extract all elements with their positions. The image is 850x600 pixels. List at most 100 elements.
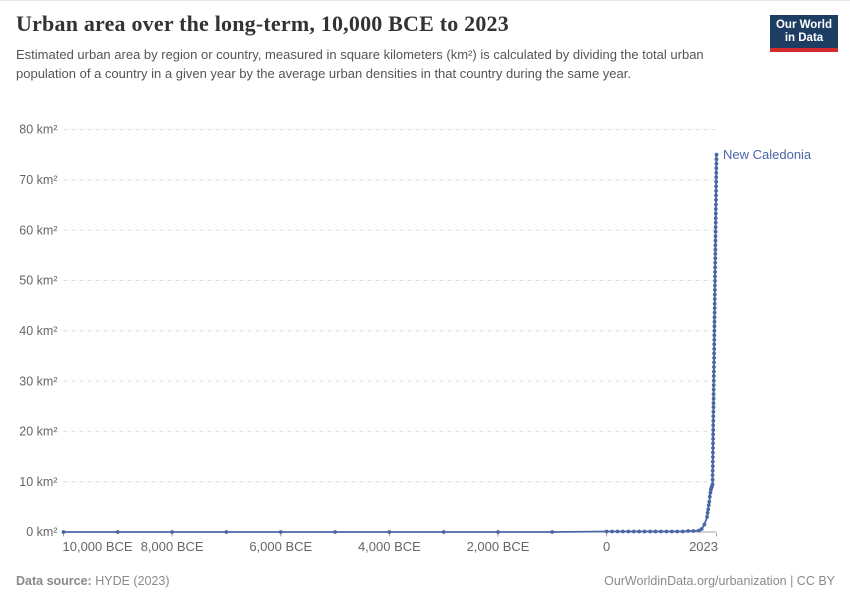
data-point[interactable]	[637, 529, 642, 534]
data-point[interactable]	[714, 202, 718, 207]
data-point[interactable]	[710, 459, 715, 464]
data-point[interactable]	[711, 423, 716, 428]
data-point[interactable]	[170, 530, 175, 534]
footer-link[interactable]: OurWorldinData.org/urbanization | CC BY	[604, 574, 835, 588]
data-point[interactable]	[711, 418, 716, 423]
data-point[interactable]	[714, 184, 718, 189]
data-point[interactable]	[712, 337, 717, 342]
data-point[interactable]	[708, 490, 713, 495]
data-point[interactable]	[713, 220, 718, 225]
data-point[interactable]	[441, 530, 446, 534]
data-point[interactable]	[713, 251, 718, 256]
data-point[interactable]	[615, 529, 620, 534]
data-point[interactable]	[714, 193, 718, 198]
data-point[interactable]	[648, 529, 652, 534]
data-point[interactable]	[712, 365, 716, 369]
data-point[interactable]	[711, 409, 716, 414]
data-point[interactable]	[278, 530, 283, 534]
data-point[interactable]	[653, 529, 658, 534]
data-point[interactable]	[712, 328, 717, 333]
data-point[interactable]	[61, 530, 66, 534]
data-point[interactable]	[710, 477, 715, 482]
data-point[interactable]	[621, 529, 625, 534]
data-point[interactable]	[680, 529, 685, 534]
data-point[interactable]	[706, 507, 711, 512]
data-point[interactable]	[712, 333, 717, 338]
data-point[interactable]	[711, 446, 715, 450]
data-point[interactable]	[702, 522, 707, 527]
data-point[interactable]	[713, 283, 717, 288]
data-line-new-caledonia[interactable]	[62, 153, 718, 533]
data-point[interactable]	[659, 529, 663, 534]
data-point[interactable]	[713, 274, 717, 279]
data-point[interactable]	[712, 324, 717, 329]
data-point[interactable]	[713, 238, 718, 243]
data-point[interactable]	[713, 265, 717, 270]
data-point[interactable]	[705, 515, 709, 519]
data-point[interactable]	[714, 189, 718, 193]
data-point[interactable]	[712, 356, 716, 360]
data-point[interactable]	[224, 530, 229, 534]
data-point[interactable]	[711, 378, 716, 383]
data-point[interactable]	[626, 529, 631, 534]
data-point[interactable]	[711, 441, 715, 446]
data-point[interactable]	[713, 256, 718, 261]
data-point[interactable]	[711, 392, 716, 396]
data-point[interactable]	[711, 405, 716, 410]
data-point[interactable]	[711, 374, 716, 378]
data-point[interactable]	[713, 247, 718, 252]
data-point[interactable]	[610, 529, 614, 534]
data-point[interactable]	[713, 211, 718, 216]
data-point[interactable]	[712, 301, 717, 306]
data-point[interactable]	[714, 170, 719, 175]
data-point[interactable]	[712, 342, 717, 347]
data-point[interactable]	[711, 383, 716, 387]
data-point[interactable]	[710, 473, 715, 477]
data-point[interactable]	[496, 530, 500, 534]
data-point[interactable]	[714, 175, 719, 180]
data-point[interactable]	[333, 530, 337, 534]
data-point[interactable]	[713, 207, 718, 211]
data-point[interactable]	[115, 530, 120, 534]
data-point[interactable]	[713, 279, 717, 283]
data-point[interactable]	[713, 225, 718, 230]
data-point[interactable]	[713, 234, 718, 239]
data-point[interactable]	[712, 347, 717, 351]
data-point[interactable]	[712, 319, 717, 324]
series-end-label[interactable]: New Caledonia	[723, 147, 812, 162]
data-point[interactable]	[664, 529, 669, 534]
data-point[interactable]	[387, 530, 392, 534]
data-point[interactable]	[712, 310, 717, 315]
data-point[interactable]	[712, 369, 716, 374]
owid-logo[interactable]: Our World in Data	[770, 15, 838, 52]
data-point[interactable]	[713, 270, 717, 274]
data-point[interactable]	[714, 179, 719, 184]
data-point[interactable]	[550, 530, 555, 534]
data-point[interactable]	[712, 360, 716, 365]
data-point[interactable]	[711, 432, 715, 437]
data-point[interactable]	[713, 260, 718, 265]
data-point[interactable]	[631, 529, 636, 534]
data-point[interactable]	[712, 292, 717, 297]
data-point[interactable]	[712, 351, 716, 356]
data-point[interactable]	[713, 243, 718, 248]
data-point[interactable]	[714, 157, 719, 162]
data-point[interactable]	[713, 288, 717, 292]
data-point[interactable]	[712, 297, 717, 301]
data-point[interactable]	[713, 216, 718, 221]
data-point[interactable]	[714, 152, 719, 157]
data-point[interactable]	[711, 455, 715, 459]
data-point[interactable]	[642, 529, 647, 534]
data-point[interactable]	[669, 529, 674, 534]
data-point[interactable]	[711, 387, 716, 392]
data-point[interactable]	[710, 468, 715, 473]
data-point[interactable]	[711, 396, 716, 401]
data-point[interactable]	[711, 437, 715, 441]
data-point[interactable]	[711, 428, 716, 432]
data-point[interactable]	[710, 464, 715, 468]
data-point[interactable]	[710, 482, 715, 487]
data-point[interactable]	[712, 306, 717, 310]
data-point[interactable]	[711, 401, 716, 406]
data-point[interactable]	[714, 198, 718, 202]
data-point[interactable]	[713, 229, 718, 234]
